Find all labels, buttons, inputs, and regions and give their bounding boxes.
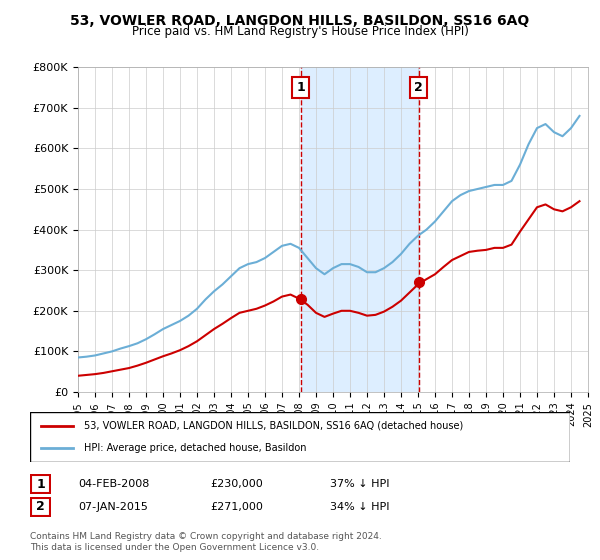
Text: Contains HM Land Registry data © Crown copyright and database right 2024.
This d: Contains HM Land Registry data © Crown c…	[30, 532, 382, 552]
Text: 2: 2	[414, 81, 423, 94]
Text: 2: 2	[36, 500, 45, 514]
FancyBboxPatch shape	[31, 475, 50, 493]
Text: 37% ↓ HPI: 37% ↓ HPI	[330, 479, 389, 489]
Text: 34% ↓ HPI: 34% ↓ HPI	[330, 502, 389, 512]
Text: 07-JAN-2015: 07-JAN-2015	[78, 502, 148, 512]
Text: 1: 1	[36, 478, 45, 491]
Text: 04-FEB-2008: 04-FEB-2008	[78, 479, 149, 489]
Text: Price paid vs. HM Land Registry's House Price Index (HPI): Price paid vs. HM Land Registry's House …	[131, 25, 469, 38]
Text: £230,000: £230,000	[210, 479, 263, 489]
Text: £271,000: £271,000	[210, 502, 263, 512]
FancyBboxPatch shape	[31, 498, 50, 516]
Text: 1: 1	[296, 81, 305, 94]
Text: HPI: Average price, detached house, Basildon: HPI: Average price, detached house, Basi…	[84, 443, 307, 453]
Bar	[301, 67, 419, 392]
Text: 53, VOWLER ROAD, LANGDON HILLS, BASILDON, SS16 6AQ (detached house): 53, VOWLER ROAD, LANGDON HILLS, BASILDON…	[84, 421, 463, 431]
Text: 53, VOWLER ROAD, LANGDON HILLS, BASILDON, SS16 6AQ: 53, VOWLER ROAD, LANGDON HILLS, BASILDON…	[70, 14, 530, 28]
FancyBboxPatch shape	[30, 412, 570, 462]
